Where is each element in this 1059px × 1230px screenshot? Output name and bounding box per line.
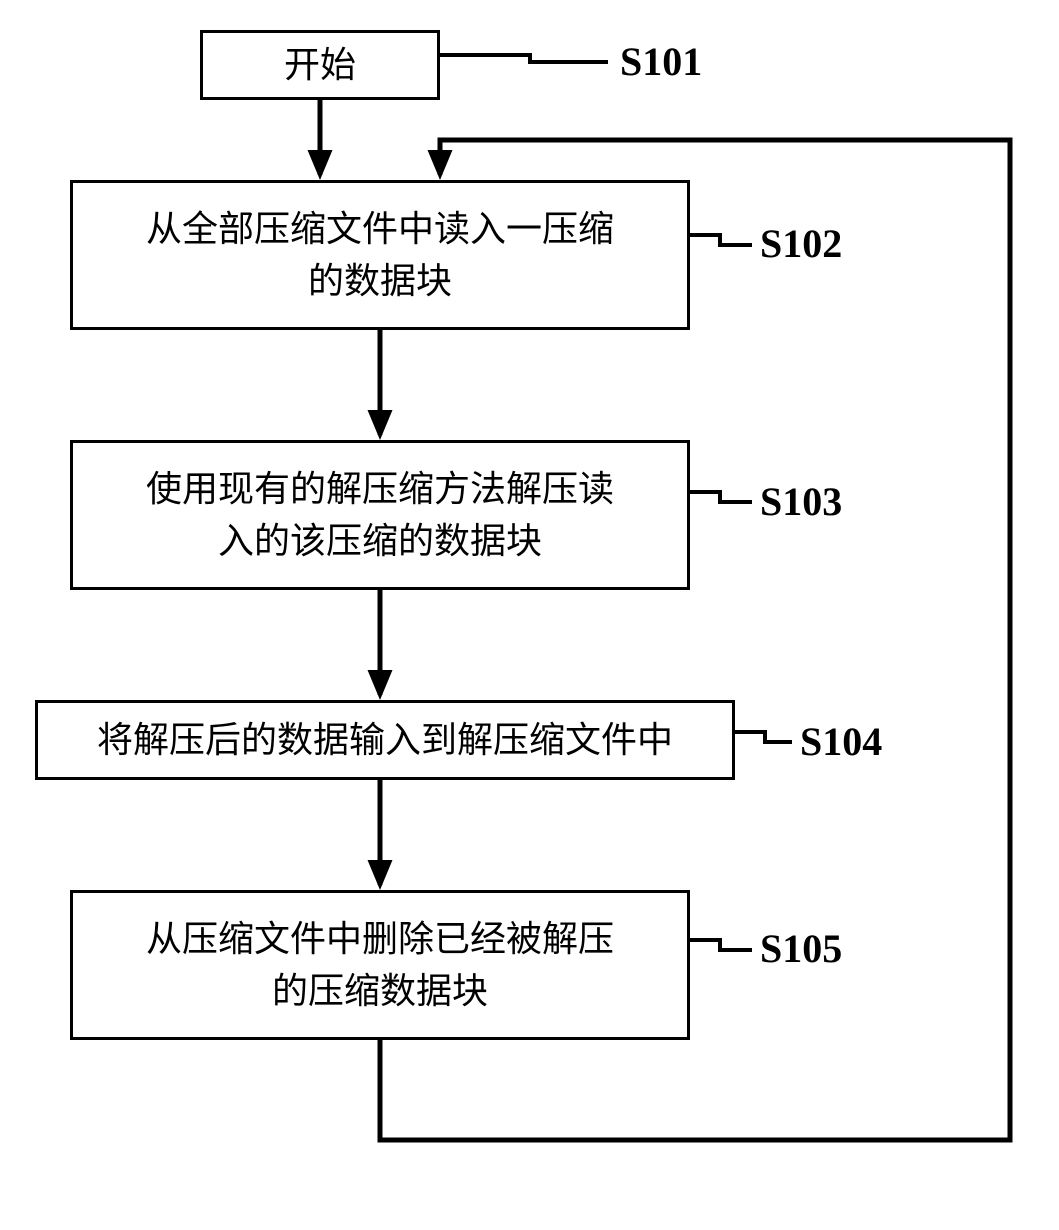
flowchart-node-read: 从全部压缩文件中读入一压缩的数据块 — [70, 180, 690, 330]
flowchart-node-delete: 从压缩文件中删除已经被解压的压缩数据块 — [70, 890, 690, 1040]
node-text: 从压缩文件中删除已经被解压的压缩数据块 — [146, 913, 614, 1017]
node-label-s101: S101 — [620, 38, 702, 85]
node-text: 开始 — [284, 39, 356, 91]
node-text: 从全部压缩文件中读入一压缩的数据块 — [146, 203, 614, 307]
flowchart-node-decompress: 使用现有的解压缩方法解压读入的该压缩的数据块 — [70, 440, 690, 590]
node-label-s105: S105 — [760, 925, 842, 972]
node-text: 使用现有的解压缩方法解压读入的该压缩的数据块 — [146, 463, 614, 567]
node-label-s102: S102 — [760, 220, 842, 267]
node-label-s104: S104 — [800, 718, 882, 765]
flowchart-node-start: 开始 — [200, 30, 440, 100]
node-label-s103: S103 — [760, 478, 842, 525]
flowchart-container: 开始 S101 从全部压缩文件中读入一压缩的数据块 S102 使用现有的解压缩方… — [0, 0, 1059, 1230]
node-text: 将解压后的数据输入到解压缩文件中 — [97, 714, 673, 766]
flowchart-node-output: 将解压后的数据输入到解压缩文件中 — [35, 700, 735, 780]
